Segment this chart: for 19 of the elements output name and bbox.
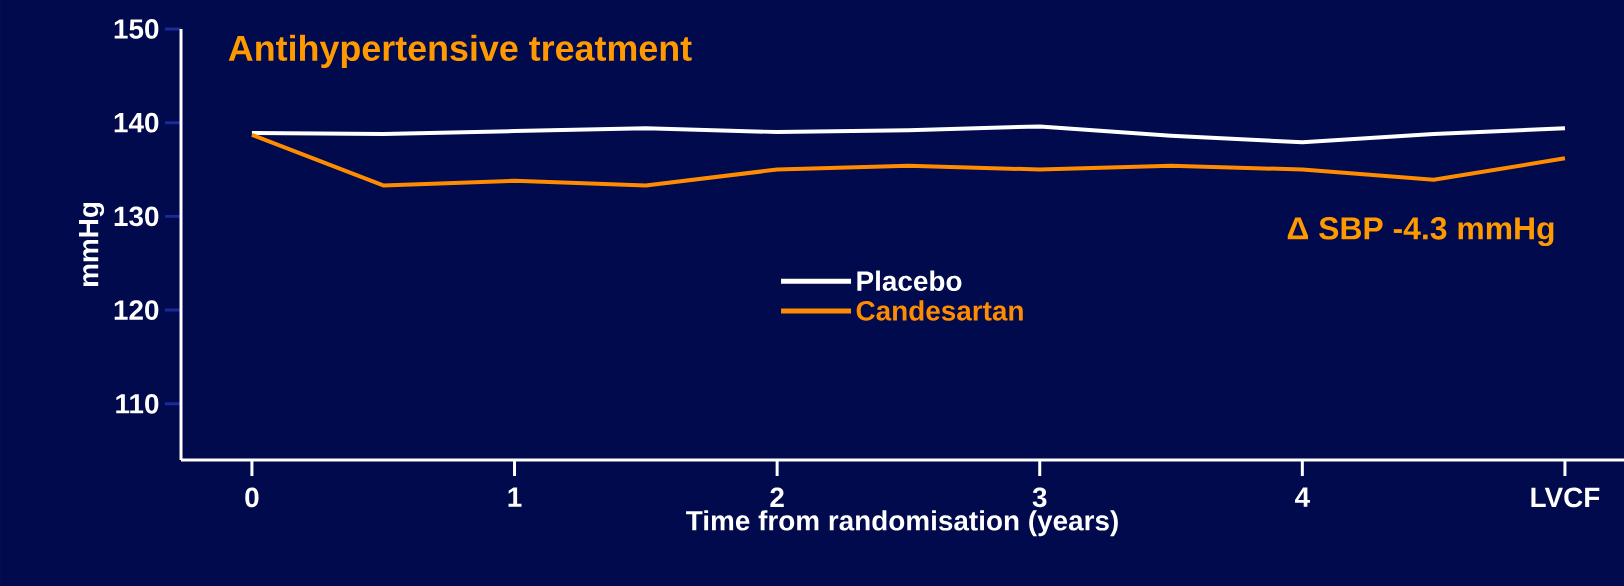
x-tick-label: 0 xyxy=(245,487,259,508)
annotation: Δ SBP -4.3 mmHg xyxy=(1287,217,1554,247)
x-tick-label: 2 xyxy=(770,487,784,507)
y-tick-label: 140 xyxy=(114,112,159,133)
y-tick-label: 130 xyxy=(114,206,159,227)
legend-label: Placebo xyxy=(857,270,962,291)
x-tick-label: LVCF xyxy=(1531,487,1600,508)
y-axis-title: mmHg xyxy=(79,202,105,287)
y-tick-label: 110 xyxy=(116,393,159,414)
line-series xyxy=(249,132,1567,188)
x-tick-label: 1 xyxy=(508,487,522,507)
y-tick-label: 120 xyxy=(114,300,159,320)
x-axis-title: Time from randomisation (years) xyxy=(686,510,1118,537)
x-tick-label: 4 xyxy=(1295,487,1310,507)
chart-title: Antihypertensive treatment xyxy=(228,34,692,69)
line-series xyxy=(249,124,1567,145)
x-tick-label: 3 xyxy=(1032,487,1047,508)
y-tick-label: 150 xyxy=(114,19,159,39)
legend-label: Candesartan xyxy=(856,300,1023,321)
